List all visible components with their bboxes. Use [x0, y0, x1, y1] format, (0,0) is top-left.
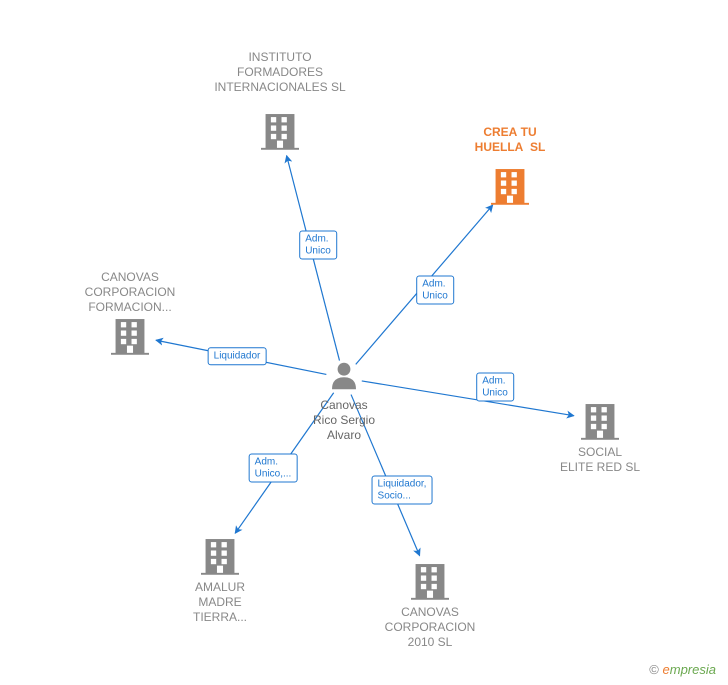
copyright-symbol: © [649, 662, 659, 677]
edge-label: Adm. Unico [476, 373, 514, 402]
edge-label: Adm. Unico [416, 276, 454, 305]
footer-credit: © empresia [649, 662, 716, 677]
edge-label: Adm. Unico,... [249, 454, 298, 483]
company-building-icon[interactable] [201, 539, 239, 575]
company-building-icon[interactable] [581, 404, 619, 440]
brand-rest: mpresia [670, 662, 716, 677]
brand-e: e [663, 662, 670, 677]
edge-label: Liquidador, Socio... [372, 476, 433, 505]
company-building-icon[interactable] [491, 169, 529, 205]
center-person-label[interactable]: CanovasRico SergioAlvaro [284, 398, 404, 443]
edge-label: Adm. Unico [299, 231, 337, 260]
company-building-icon[interactable] [261, 114, 299, 150]
edge-label: Liquidador [208, 347, 267, 365]
diagram-svg [0, 0, 728, 685]
company-building-icon[interactable] [411, 564, 449, 600]
person-icon[interactable] [332, 363, 356, 389]
company-building-icon[interactable] [111, 319, 149, 355]
